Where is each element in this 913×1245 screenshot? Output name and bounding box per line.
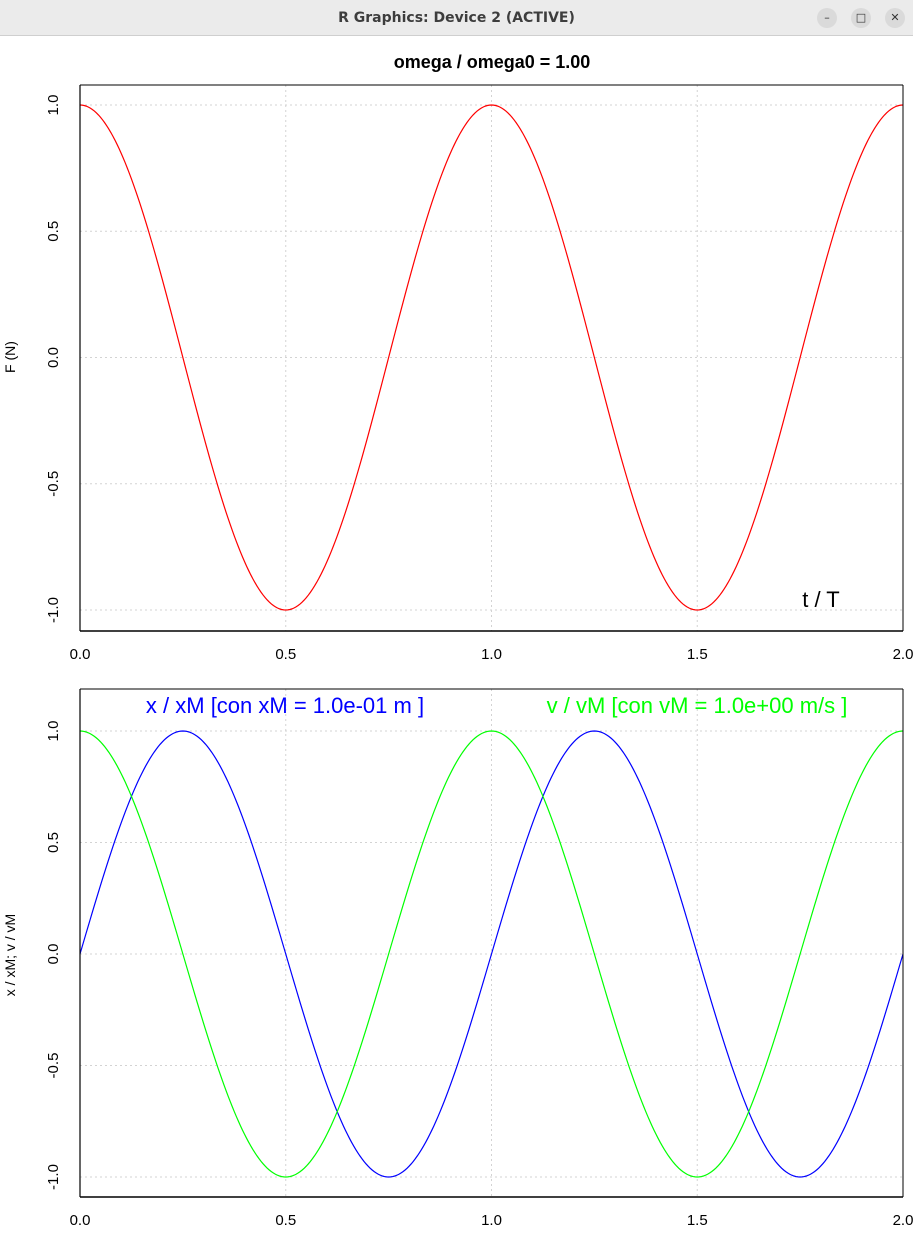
minimize-button[interactable]: – — [817, 8, 837, 28]
panel1-x-tick-label: 0.5 — [275, 646, 296, 663]
panel2-y-tick-label: -1.0 — [45, 1164, 62, 1190]
panel1-x-tick-label: 1.0 — [481, 646, 502, 663]
plot-canvas: 0.0 0.5 1.0 1.5 2.0 -1.0 -0.5 0.0 0.5 1.0 F (N) ome… — [2, 52, 913, 1229]
panel1-series-line-0 — [79, 104, 904, 611]
panel2-y-tick-label: 0.0 — [45, 944, 62, 965]
panel2-series-line-vvm — [79, 730, 904, 1178]
panel1-y-tick-label: -1.0 — [45, 597, 62, 623]
window-title: R Graphics: Device 2 (ACTIVE) — [338, 10, 575, 26]
panel1-y-tick-label: 0.5 — [45, 221, 62, 242]
panel2-y-tick-label: 1.0 — [45, 721, 62, 742]
panel2-legend-entry: v / vM [con vM = 1.0e+00 m/s ] — [547, 693, 848, 718]
panel1-y-axis-label: F (N) — [2, 341, 18, 373]
close-icon: ✕ — [890, 11, 900, 24]
panel1-chart-title: omega / omega0 = 1.00 — [394, 52, 591, 72]
panel2-x-tick-label: 1.0 — [481, 1212, 502, 1229]
panel1-x-tick-label: 0.0 — [70, 646, 91, 663]
panel1-x-tick-label: 1.5 — [687, 646, 708, 663]
panel2-x-tick-label: 2.0 — [893, 1212, 913, 1229]
minimize-icon: – — [824, 11, 830, 24]
panel1-y-tick-label: -0.5 — [45, 471, 62, 497]
window-titlebar: R Graphics: Device 2 (ACTIVE) – □ ✕ — [0, 0, 913, 36]
panel2-legend-entry: x / xM [con xM = 1.0e-01 m ] — [146, 693, 424, 718]
panel2-series-line-xxm — [79, 730, 904, 1178]
panel2-x-tick-label: 0.0 — [70, 1212, 91, 1229]
panel2-x-tick-label: 1.5 — [687, 1212, 708, 1229]
panel1-y-tick-label: 0.0 — [45, 347, 62, 368]
close-button[interactable]: ✕ — [885, 8, 905, 28]
panel2-x-tick-label: 0.5 — [275, 1212, 296, 1229]
maximize-icon: □ — [855, 11, 867, 24]
panel1-y-tick-label: 1.0 — [45, 95, 62, 116]
panel1-annotation: t / T — [802, 587, 840, 612]
panel1-x-tick-label: 2.0 — [893, 646, 913, 663]
panel2-y-tick-label: -0.5 — [45, 1053, 62, 1079]
panel2-y-tick-label: 0.5 — [45, 832, 62, 853]
maximize-button[interactable]: □ — [851, 8, 871, 28]
panel2-y-axis-label: x / xM; v / vM — [2, 914, 18, 996]
